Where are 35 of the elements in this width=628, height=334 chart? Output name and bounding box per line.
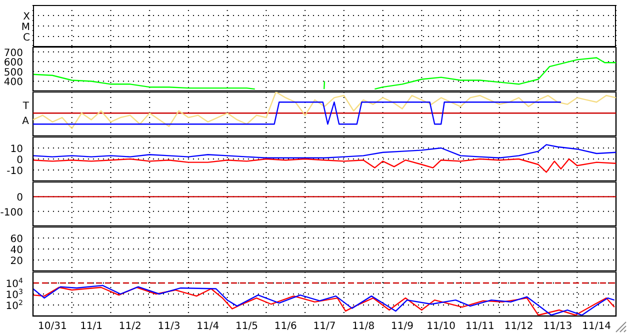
x-tick-label: 11/5 [236,321,258,332]
y-tick-label: 600 [4,58,23,69]
y-tick-label: 10 [10,144,23,155]
x-tick-label: 11/7 [313,321,336,332]
text: C [23,32,30,44]
x-tick-label: 11/13 [543,321,572,332]
y-tick-label: 500 [4,67,23,78]
y-tick-label: 0 [16,155,23,166]
y-tick-label: -10 [6,166,23,177]
y-tick-label: 40 [10,245,23,256]
y-tick-label: 10$^{4}$ [6,277,24,290]
text: X [23,12,30,22]
y-tick-label: 10$^{3}$ [6,288,23,301]
x-tick-label: 11/12 [504,321,534,332]
y-tick-label: 60 [10,234,23,245]
x-tick-label: 11/2 [118,321,142,332]
x-tick-label: 11/14 [582,321,611,332]
x-tick-label: 11/1 [80,321,103,332]
x-tick-label: 10/31 [38,321,67,332]
x-tick-label: 11/8 [352,321,375,332]
y-tick-label: 700 [4,48,23,59]
x-tick-label: 11/11 [466,321,494,332]
text: A [22,115,29,129]
y-tick-label: 20 [10,256,23,267]
x-tick-label: 11/3 [158,321,180,332]
x-tick-label: 11/6 [274,321,297,332]
text: T [22,100,29,114]
x-tick-label: 11/4 [196,321,220,332]
y-tick-label: 400 [4,77,23,88]
x-tick-label: 11/10 [426,321,456,332]
y-tick-label: 10$^{2}$ [6,299,23,312]
x-tick-label: 11/9 [391,321,414,332]
text: M [21,22,30,33]
y-tick-label: -100 [0,207,23,218]
y-tick-label: 0 [16,192,23,204]
